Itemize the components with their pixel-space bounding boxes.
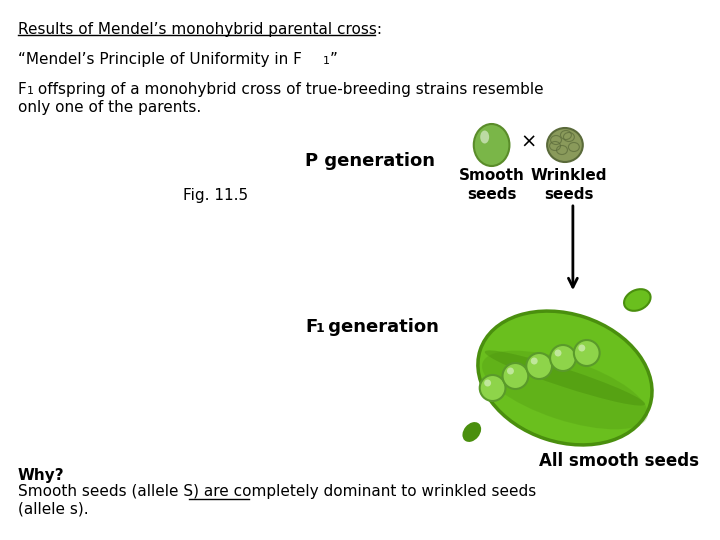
Ellipse shape <box>480 375 505 401</box>
Ellipse shape <box>464 423 480 441</box>
Ellipse shape <box>550 345 576 371</box>
Text: F: F <box>305 318 318 336</box>
Ellipse shape <box>507 368 514 375</box>
Text: generation: generation <box>322 318 439 336</box>
Text: (allele s).: (allele s). <box>18 502 89 517</box>
Ellipse shape <box>531 357 538 364</box>
Ellipse shape <box>482 350 648 429</box>
Ellipse shape <box>578 345 585 352</box>
Ellipse shape <box>503 363 528 389</box>
Ellipse shape <box>480 131 489 144</box>
Ellipse shape <box>574 340 600 366</box>
Ellipse shape <box>474 124 510 166</box>
Text: All smooth seeds: All smooth seeds <box>539 452 699 470</box>
Ellipse shape <box>478 311 652 445</box>
Ellipse shape <box>484 380 491 387</box>
Text: Why?: Why? <box>18 468 65 483</box>
Text: Fig. 11.5: Fig. 11.5 <box>184 188 248 203</box>
Text: Smooth seeds (allele S) are completely dominant to wrinkled seeds: Smooth seeds (allele S) are completely d… <box>18 484 536 499</box>
Ellipse shape <box>554 349 562 356</box>
Text: P generation: P generation <box>305 152 436 170</box>
Text: 1: 1 <box>323 56 330 66</box>
Text: offspring of a monohybrid cross of true-breeding strains resemble: offspring of a monohybrid cross of true-… <box>32 82 544 97</box>
Text: 1: 1 <box>27 86 34 96</box>
Text: F: F <box>18 82 27 97</box>
Ellipse shape <box>526 353 552 379</box>
Text: Wrinkled
seeds: Wrinkled seeds <box>531 168 607 201</box>
Text: ×: × <box>520 132 536 152</box>
Ellipse shape <box>624 289 651 311</box>
Text: only one of the parents.: only one of the parents. <box>18 100 201 115</box>
Text: Results of Mendel’s monohybrid parental cross:: Results of Mendel’s monohybrid parental … <box>18 22 382 37</box>
Ellipse shape <box>485 350 645 406</box>
Text: Smooth
seeds: Smooth seeds <box>459 168 525 201</box>
Text: ”: ” <box>330 52 338 67</box>
Ellipse shape <box>547 128 582 162</box>
Text: 1: 1 <box>315 322 324 335</box>
Text: “Mendel’s Principle of Uniformity in F: “Mendel’s Principle of Uniformity in F <box>18 52 302 67</box>
